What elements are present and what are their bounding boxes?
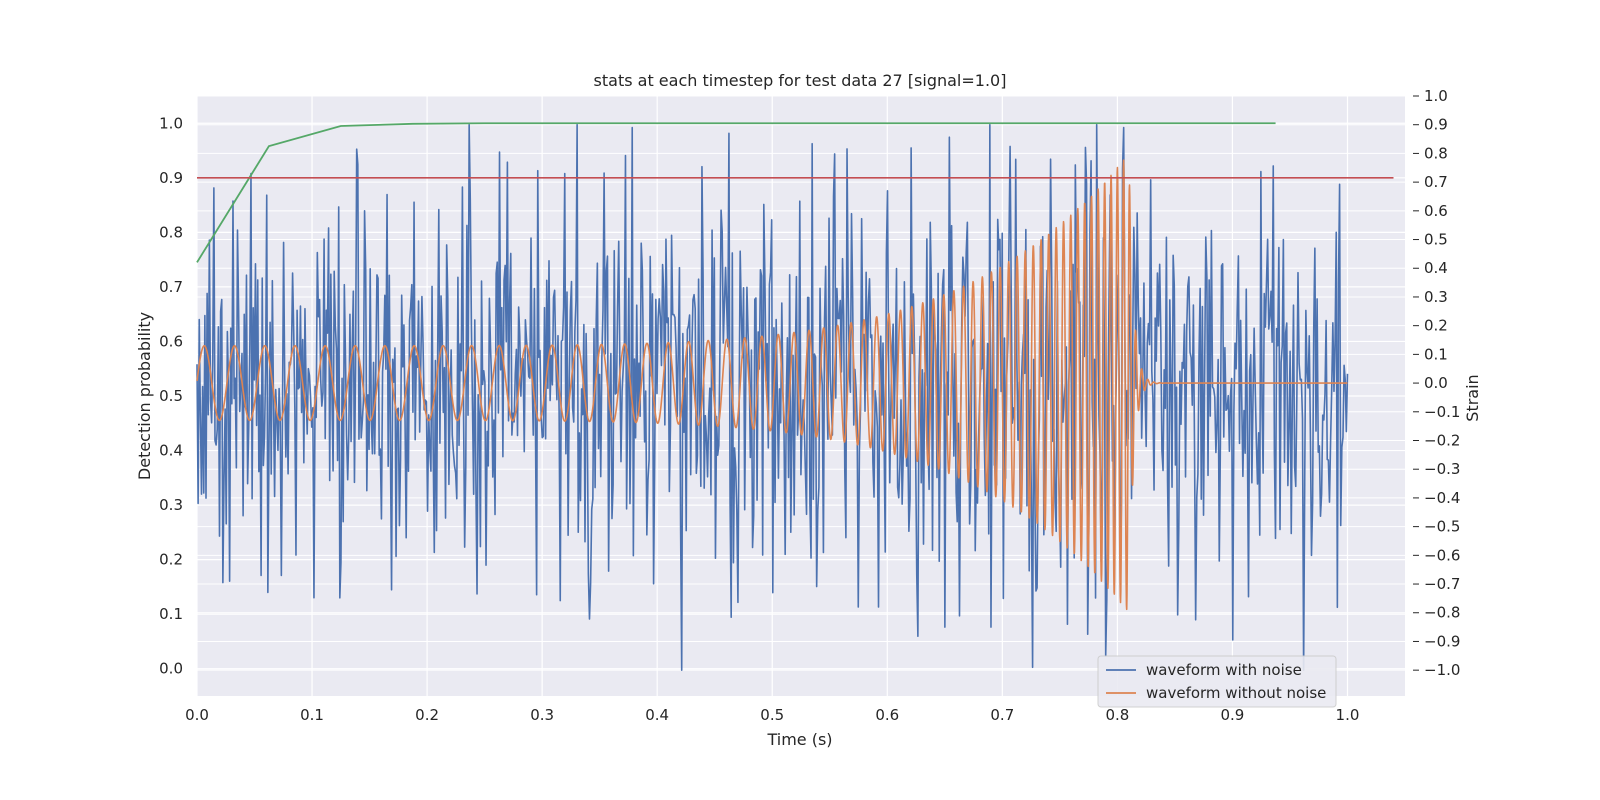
y-tick-label-8: 0.8 bbox=[159, 223, 183, 241]
y2-tick-label-19: 0.9 bbox=[1424, 116, 1448, 134]
y2-tick-label-9: −0.1 bbox=[1424, 403, 1460, 421]
x-tick-label-4: 0.4 bbox=[645, 706, 669, 724]
y2-tick-label-7: −0.3 bbox=[1424, 460, 1460, 478]
y2-tick-label-20: 1.0 bbox=[1424, 87, 1448, 105]
y2-tick-label-3: −0.7 bbox=[1424, 575, 1460, 593]
y2-tick-label-12: 0.2 bbox=[1424, 317, 1448, 335]
y-tick-label-10: 1.0 bbox=[159, 114, 183, 132]
y2-tick-label-4: −0.6 bbox=[1424, 546, 1460, 564]
y-tick-label-7: 0.7 bbox=[159, 278, 183, 296]
y2-axis-label: Strain bbox=[1463, 374, 1482, 421]
y2-axis-ticks: −1.0 −0.9 −0.8 −0.7 −0.6 −0.5 −0.4 −0.3 −0.2 −0.1… bbox=[1413, 87, 1460, 679]
x-tick-label-9: 0.9 bbox=[1220, 706, 1244, 724]
x-tick-label-6: 0.6 bbox=[875, 706, 899, 724]
y-tick-label-1: 0.1 bbox=[159, 605, 183, 623]
y-tick-label-6: 0.6 bbox=[159, 332, 183, 350]
x-axis-ticks: 0.0 0.1 0.2 0.3 0.4 0.5 0.6 0.7 0.8 0.9 1.0 bbox=[185, 706, 1359, 724]
y2-tick-label-11: 0.1 bbox=[1424, 345, 1448, 363]
y2-tick-label-13: 0.3 bbox=[1424, 288, 1448, 306]
y-axis-ticks: 0.0 0.1 0.2 0.3 0.4 0.5 0.6 0.7 0.8 0.9 1.0 bbox=[159, 114, 183, 677]
y-tick-label-4: 0.4 bbox=[159, 442, 183, 460]
y2-tick-label-5: −0.5 bbox=[1424, 518, 1460, 536]
x-tick-label-1: 0.1 bbox=[300, 706, 324, 724]
x-tick-label-8: 0.8 bbox=[1105, 706, 1129, 724]
x-tick-label-0: 0.0 bbox=[185, 706, 209, 724]
x-tick-label-7: 0.7 bbox=[990, 706, 1014, 724]
y2-tick-label-17: 0.7 bbox=[1424, 173, 1448, 191]
y-tick-label-9: 0.9 bbox=[159, 169, 183, 187]
series-clean bbox=[196, 159, 1348, 611]
y-axis-label: Detection probability bbox=[135, 312, 154, 480]
y2-tick-label-14: 0.4 bbox=[1424, 259, 1448, 277]
legend: waveform with noise waveform without noi… bbox=[1097, 655, 1337, 708]
x-tick-label-10: 1.0 bbox=[1336, 706, 1360, 724]
y2-tick-label-6: −0.4 bbox=[1424, 489, 1460, 507]
x-tick-label-3: 0.3 bbox=[530, 706, 554, 724]
y2-tick-label-8: −0.2 bbox=[1424, 431, 1460, 449]
legend-box bbox=[1097, 655, 1337, 708]
y-tick-label-2: 0.2 bbox=[159, 551, 183, 569]
line-detection-probability bbox=[196, 122, 1276, 263]
x-axis-label: Time (s) bbox=[766, 730, 832, 749]
line-waveform-without-noise bbox=[196, 159, 1348, 611]
y-tick-label-0: 0.0 bbox=[159, 660, 183, 678]
x-tick-label-5: 0.5 bbox=[760, 706, 784, 724]
x-tick-label-2: 0.2 bbox=[415, 706, 439, 724]
y-tick-label-5: 0.5 bbox=[159, 387, 183, 405]
series-probability bbox=[196, 122, 1276, 263]
y2-tick-label-18: 0.8 bbox=[1424, 144, 1448, 162]
legend-label-clean: waveform without noise bbox=[1146, 684, 1326, 702]
y2-tick-label-2: −0.8 bbox=[1424, 604, 1460, 622]
y2-tick-label-15: 0.5 bbox=[1424, 231, 1448, 249]
y2-tick-label-16: 0.6 bbox=[1424, 202, 1448, 220]
y2-tick-label-10: 0.0 bbox=[1424, 374, 1448, 392]
legend-label-noise: waveform with noise bbox=[1146, 661, 1302, 679]
y2-tick-label-1: −0.9 bbox=[1424, 632, 1460, 650]
chart-title: stats at each timestep for test data 27 … bbox=[594, 71, 1007, 90]
y2-tick-label-0: −1.0 bbox=[1424, 661, 1460, 679]
y-tick-label-3: 0.3 bbox=[159, 496, 183, 514]
